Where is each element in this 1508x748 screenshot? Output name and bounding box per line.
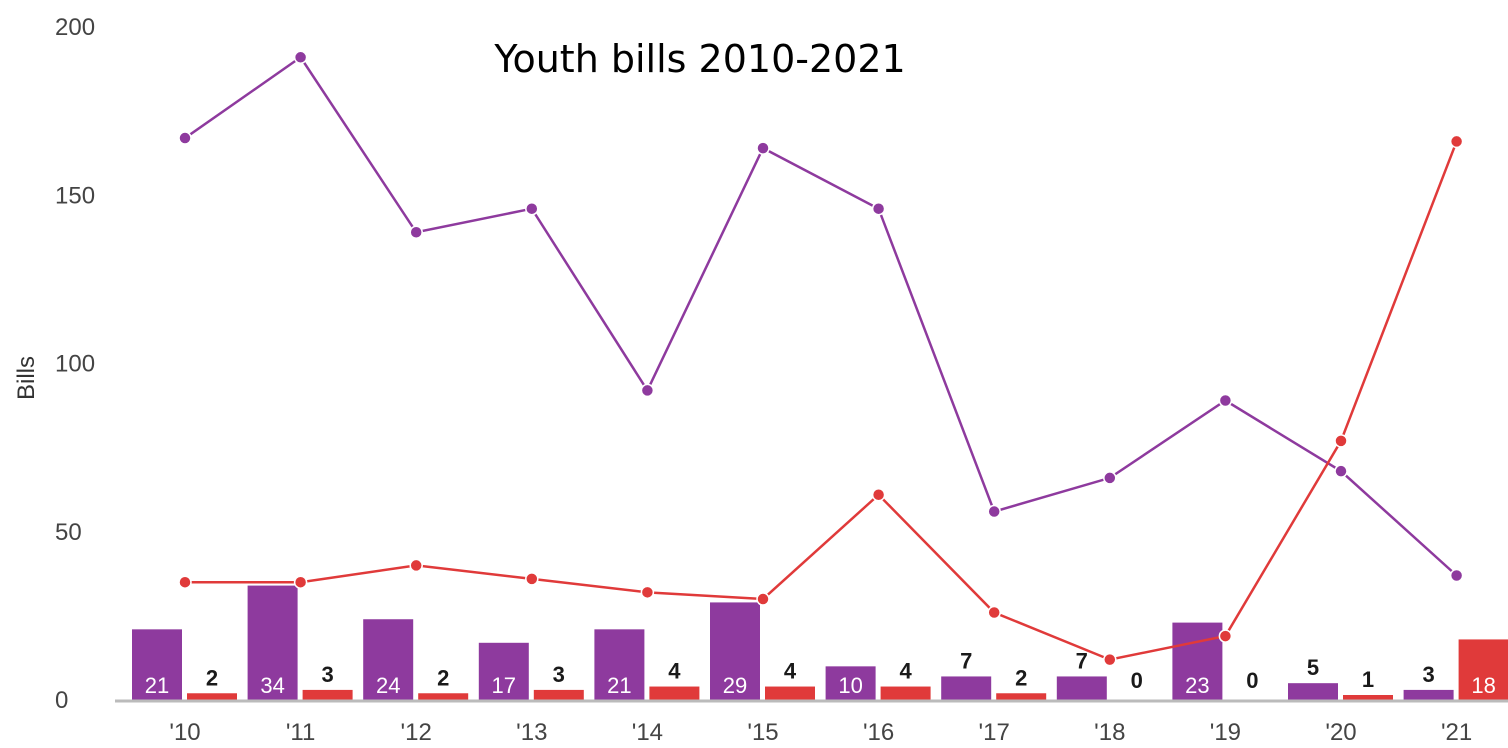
y-axis-label: Bills <box>13 356 40 400</box>
purple-line-point <box>1449 568 1464 583</box>
red-line-point <box>871 487 886 502</box>
bar-value-label: 34 <box>260 673 284 698</box>
red-bar <box>1343 695 1393 700</box>
purple-line-point <box>293 50 308 65</box>
red-line-point <box>987 605 1001 620</box>
bar-value-label: 4 <box>784 659 797 684</box>
red-line-point <box>525 572 539 586</box>
bar-value-label: 4 <box>899 659 912 684</box>
bar-value-label: 17 <box>492 673 516 698</box>
purple-bar <box>363 619 414 700</box>
chart-title: Youth bills 2010-2021 <box>493 37 905 81</box>
red-line-point <box>1334 434 1348 448</box>
bar-value-label: 1 <box>1362 667 1374 692</box>
purple-line-point <box>409 225 423 240</box>
purple-bar <box>594 629 645 700</box>
red-line-point <box>1218 629 1233 643</box>
bar-value-label: 2 <box>1015 665 1027 690</box>
purple-bar <box>1172 622 1223 700</box>
purple-line-point <box>756 141 770 155</box>
red-bar <box>302 689 353 700</box>
bar-value-label: 10 <box>838 673 862 698</box>
purple-bar <box>247 585 298 700</box>
purple-bar <box>1403 689 1454 700</box>
purple-bar <box>825 666 876 700</box>
y-tick-label: 150 <box>55 182 95 209</box>
purple-line-point <box>178 131 192 145</box>
bar-value-label: 7 <box>1076 648 1088 673</box>
bar-value-label: 21 <box>607 673 631 698</box>
red-line-point <box>409 558 423 573</box>
purple-line-point <box>1103 471 1117 485</box>
bar-value-label: 0 <box>1131 668 1143 693</box>
purple-bar <box>941 676 992 700</box>
y-tick-label: 0 <box>55 687 68 714</box>
line-marks <box>178 50 1464 667</box>
x-tick-label: '20 <box>1325 719 1356 746</box>
x-tick-label: '14 <box>632 719 663 746</box>
purple-bar <box>1288 683 1338 700</box>
x-tick-label: '21 <box>1441 719 1472 746</box>
y-tick-label: 200 <box>55 14 95 41</box>
purple-bar <box>478 642 529 700</box>
red-bar <box>533 689 584 700</box>
bar-value-label: 3 <box>1422 662 1434 687</box>
red-line-point <box>756 592 770 606</box>
red-bar <box>418 693 469 700</box>
bar-value-label: 2 <box>206 665 218 690</box>
red-line-point <box>1103 652 1117 667</box>
purple-line-point <box>1334 464 1348 478</box>
red-line-point <box>640 585 655 600</box>
red-bar <box>1458 639 1508 700</box>
red-bar <box>187 693 237 700</box>
red-bar <box>765 686 815 700</box>
bar-marks <box>132 585 1508 700</box>
purple-line-point <box>640 383 655 398</box>
purple-line-point <box>987 504 1001 519</box>
bar-value-label: 0 <box>1246 668 1258 693</box>
red-line <box>185 140 1458 661</box>
purple-line-point <box>525 201 539 216</box>
x-tick-label: '13 <box>516 719 547 746</box>
x-tick-label: '16 <box>863 719 894 746</box>
y-tick-label: 50 <box>55 519 82 546</box>
purple-bar <box>710 602 760 700</box>
bar-value-label: 29 <box>723 673 747 698</box>
bar-value-label: 7 <box>960 648 972 673</box>
bar-value-label: 3 <box>553 662 565 687</box>
y-axis-ticks: 0 50 100 150 200 <box>55 14 95 714</box>
red-bar <box>649 686 700 700</box>
purple-bar <box>1056 676 1107 700</box>
red-line-point <box>1449 134 1464 149</box>
red-line-point <box>178 575 192 589</box>
purple-line-point <box>871 201 886 216</box>
bar-value-label: 5 <box>1307 655 1319 680</box>
red-bar <box>880 686 931 700</box>
bar-value-label: 24 <box>376 673 400 698</box>
purple-line <box>184 55 1458 577</box>
x-tick-label: '10 <box>169 719 200 746</box>
bar-value-label: 2 <box>437 665 449 690</box>
purple-bar <box>132 629 182 700</box>
x-axis-ticks: '10 '11 '12 '13 '14 '15 '16 '17 '18 '19 '20 '21 <box>169 719 1472 746</box>
bar-value-label: 21 <box>145 673 169 698</box>
x-tick-label: '11 <box>286 719 316 746</box>
y-tick-label: 100 <box>55 351 95 378</box>
bar-value-label: 3 <box>321 662 333 687</box>
x-tick-label: '15 <box>747 719 778 746</box>
red-line-point <box>293 575 308 589</box>
purple-line-point <box>1218 393 1233 408</box>
bar-value-label: 4 <box>668 659 681 684</box>
x-tick-label: '19 <box>1210 719 1241 746</box>
x-tick-label: '12 <box>401 719 432 746</box>
x-tick-label: '18 <box>1094 719 1125 746</box>
x-tick-label: '17 <box>979 719 1010 746</box>
red-bar <box>996 693 1047 700</box>
bar-value-label: 18 <box>1471 673 1495 698</box>
bar-value-label: 23 <box>1185 673 1209 698</box>
